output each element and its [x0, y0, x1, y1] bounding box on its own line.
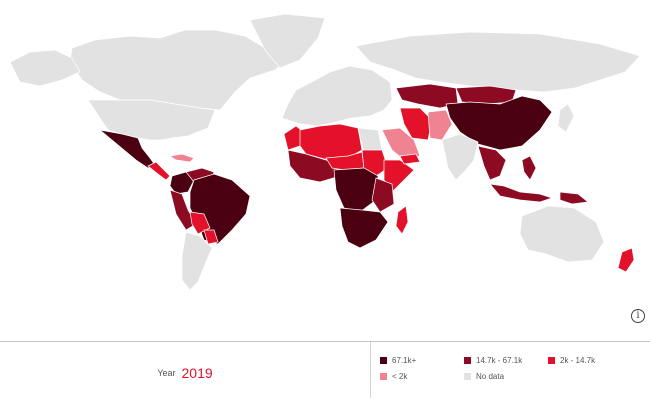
region-canada[interactable]	[69, 29, 291, 111]
year-label: Year	[157, 368, 176, 378]
region-central-america[interactable]	[147, 161, 171, 181]
region-india[interactable]	[441, 133, 479, 181]
region-southern-africa[interactable]	[339, 207, 389, 249]
region-paraguay[interactable]	[203, 229, 219, 245]
legend-swatch	[464, 357, 471, 364]
legend-item[interactable]: 14.7k - 67.1k	[464, 356, 522, 365]
region-usa[interactable]	[87, 99, 216, 141]
region-sudan[interactable]	[361, 149, 389, 177]
legend-swatch	[380, 373, 387, 380]
region-australia[interactable]	[519, 205, 605, 263]
region-afghanistan-pakistan[interactable]	[427, 109, 453, 141]
region-alaska[interactable]	[9, 49, 81, 87]
region-argentina-chile[interactable]	[181, 231, 213, 291]
region-russia[interactable]	[355, 31, 641, 93]
legend-label: 2k - 14.7k	[560, 356, 596, 365]
region-arabia[interactable]	[381, 127, 421, 161]
region-indonesia[interactable]	[489, 183, 554, 203]
legend-label: 67.1k+	[392, 356, 417, 365]
region-new-zealand[interactable]	[617, 247, 635, 273]
year-selector: Year 2019	[0, 342, 370, 404]
legend-label: < 2k	[392, 372, 408, 381]
legend-item[interactable]: 2k - 14.7k	[548, 356, 595, 365]
region-yemen[interactable]	[399, 153, 421, 165]
region-east-africa[interactable]	[371, 177, 395, 213]
world-choropleth-map: i	[9, 13, 645, 323]
region-southeast-asia[interactable]	[477, 145, 507, 181]
region-europe[interactable]	[281, 65, 393, 127]
region-philippines[interactable]	[521, 155, 537, 181]
legend-swatch	[464, 373, 471, 380]
legend-swatch	[548, 357, 555, 364]
region-central-africa[interactable]	[333, 167, 379, 213]
region-china[interactable]	[445, 95, 553, 151]
footer-divider	[370, 342, 371, 398]
region-japan[interactable]	[557, 103, 575, 133]
year-value[interactable]: 2019	[181, 365, 213, 381]
region-papua-new-guinea[interactable]	[559, 191, 589, 205]
map-legend: 67.1k+ 14.7k - 67.1k 2k - 14.7k < 2k No …	[380, 356, 650, 396]
legend-label: No data	[476, 372, 505, 381]
legend-item[interactable]: 67.1k+	[380, 356, 416, 365]
region-madagascar[interactable]	[395, 205, 409, 235]
region-iran[interactable]	[399, 107, 433, 141]
legend-item[interactable]: < 2k	[380, 372, 407, 381]
legend-item[interactable]: No data	[464, 372, 504, 381]
map-footer: Year 2019 67.1k+ 14.7k - 67.1k 2k - 14.7…	[0, 341, 650, 404]
info-icon[interactable]: i	[631, 309, 645, 323]
legend-swatch	[380, 357, 387, 364]
legend-label: 14.7k - 67.1k	[476, 356, 523, 365]
region-greenland[interactable]	[249, 13, 326, 69]
region-caribbean[interactable]	[169, 153, 195, 163]
